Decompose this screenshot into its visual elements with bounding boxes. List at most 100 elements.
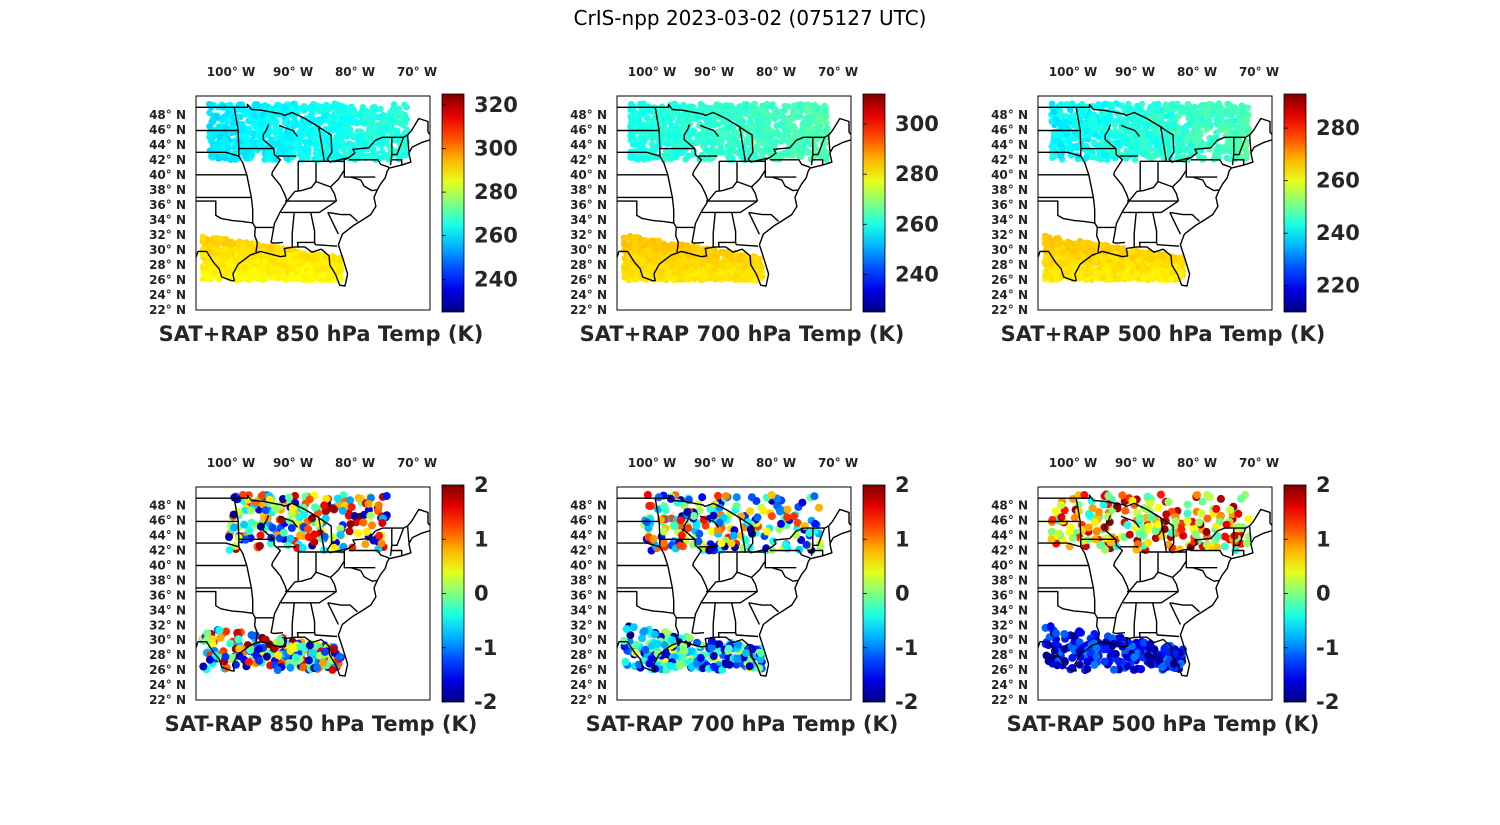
data-point	[781, 102, 788, 110]
map-frame	[616, 95, 852, 311]
data-point	[282, 134, 289, 142]
data-point	[759, 149, 766, 157]
data-point	[375, 113, 382, 121]
data-point	[1223, 154, 1231, 162]
data-point	[1109, 149, 1117, 156]
data-point	[1169, 103, 1176, 111]
data-point	[795, 153, 803, 160]
data-point	[756, 119, 763, 126]
data-point	[272, 118, 280, 126]
data-point	[723, 132, 730, 139]
data-point	[1155, 142, 1163, 149]
data-point	[207, 237, 215, 244]
data-point	[668, 263, 676, 270]
data-point	[298, 105, 306, 112]
data-point	[631, 108, 639, 116]
data-point	[272, 124, 280, 131]
data-point	[755, 136, 762, 144]
data-point	[280, 262, 287, 269]
data-point	[621, 264, 628, 272]
lat-tick-label: 42° N	[149, 153, 186, 167]
data-point	[1176, 140, 1183, 147]
data-point	[1109, 144, 1117, 151]
panel-title: SAT+RAP 700 hPa Temp (K)	[580, 322, 905, 346]
data-point	[299, 265, 306, 272]
colorbar-tick-label: 320	[474, 93, 518, 117]
data-point	[401, 116, 408, 124]
data-point	[1050, 137, 1058, 144]
data-point	[244, 108, 251, 116]
data-point	[667, 155, 674, 163]
data-point	[722, 102, 729, 109]
lat-tick-label: 38° N	[149, 183, 186, 197]
data-point	[377, 154, 384, 161]
data-point	[1191, 131, 1198, 138]
data-point	[691, 246, 699, 253]
data-point	[764, 117, 772, 125]
data-point	[384, 113, 391, 120]
state-border	[317, 125, 326, 163]
data-point	[258, 263, 266, 271]
state-border	[196, 151, 239, 157]
data-point	[717, 145, 725, 152]
data-point	[770, 112, 777, 119]
colorbar-tick-label: 240	[895, 262, 939, 286]
data-point	[808, 106, 815, 113]
data-point	[239, 247, 247, 254]
data-point	[747, 273, 754, 280]
data-point	[1084, 127, 1091, 135]
map-area	[617, 96, 851, 310]
data-point	[323, 265, 330, 272]
colorbar-tick-label: 280	[474, 180, 518, 204]
data-point	[247, 144, 254, 152]
data-point	[741, 275, 748, 283]
data-point	[287, 265, 294, 272]
data-point	[1227, 131, 1234, 138]
data-point	[628, 235, 635, 243]
data-point	[1057, 142, 1065, 149]
data-point	[302, 138, 309, 145]
data-point	[764, 111, 771, 118]
data-point	[659, 246, 666, 253]
data-point	[1184, 122, 1192, 129]
data-point	[685, 152, 692, 159]
data-point	[750, 105, 757, 112]
data-point	[823, 119, 830, 127]
lat-tick-label: 46° N	[149, 123, 186, 137]
data-point	[1099, 138, 1106, 146]
data-point	[379, 148, 386, 155]
map-panel-2: 100° W 90° W 80° W 70° W48° N46° N44° N42° …	[570, 65, 939, 346]
data-point	[751, 276, 758, 283]
data-point	[1213, 129, 1220, 136]
data-point	[1217, 116, 1224, 124]
state-border	[617, 151, 660, 157]
data-point	[1065, 101, 1073, 108]
data-point	[340, 145, 347, 153]
data-point	[1057, 101, 1065, 108]
data-point	[205, 261, 212, 268]
data-point	[401, 101, 408, 109]
state-border	[406, 134, 410, 152]
data-point	[706, 115, 713, 123]
data-point	[211, 144, 218, 151]
data-point	[1091, 117, 1098, 124]
data-point	[1148, 111, 1155, 119]
data-point	[246, 246, 253, 253]
data-point	[1142, 151, 1150, 159]
data-point	[283, 128, 291, 136]
data-point	[694, 134, 701, 141]
data-point	[621, 274, 628, 281]
data-point	[798, 106, 805, 113]
data-point	[1131, 156, 1139, 163]
data-point	[264, 114, 271, 121]
data-point	[393, 118, 400, 126]
lat-tick-label: 32° N	[570, 228, 607, 242]
data-point	[1149, 104, 1156, 112]
data-point	[788, 115, 795, 122]
data-point	[1090, 111, 1098, 118]
lat-tick-label: 40° N	[149, 168, 186, 182]
data-point	[272, 135, 280, 142]
data-point	[269, 265, 276, 272]
lon-tick-label: 70° W	[397, 65, 437, 79]
data-point	[274, 245, 281, 252]
